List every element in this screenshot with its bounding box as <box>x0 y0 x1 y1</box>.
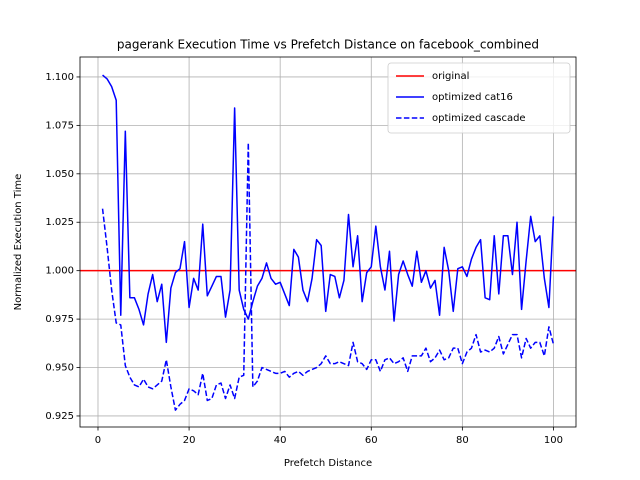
y-tick-label: 0.975 <box>45 314 74 325</box>
x-tick-label: 0 <box>95 435 101 446</box>
x-axis-label: Prefetch Distance <box>284 458 372 469</box>
x-tick-label: 40 <box>274 435 287 446</box>
x-tick-label: 80 <box>456 435 469 446</box>
series-line <box>101 142 555 411</box>
y-axis-label: Normalized Execution Time <box>13 174 24 311</box>
y-tick-label: 0.925 <box>45 411 74 422</box>
legend-box <box>387 62 571 134</box>
legend-label: original <box>432 71 469 82</box>
x-tick-label: 20 <box>183 435 196 446</box>
y-tick-label: 1.025 <box>45 217 74 228</box>
y-tick-label: 0.950 <box>45 363 74 374</box>
chart-title: pagerank Execution Time vs Prefetch Dist… <box>117 38 539 52</box>
legend-label: optimized cat16 <box>432 92 513 103</box>
x-tick-label: 60 <box>365 435 378 446</box>
x-tick-label: 100 <box>544 435 563 446</box>
y-tick-label: 1.000 <box>45 266 74 277</box>
series-line <box>102 74 555 344</box>
plot-frame <box>79 56 577 428</box>
y-tick-label: 1.100 <box>45 72 74 83</box>
legend-label: optimized cascade <box>432 113 526 124</box>
y-tick-label: 1.050 <box>45 169 74 180</box>
y-tick-label: 1.075 <box>45 120 74 131</box>
